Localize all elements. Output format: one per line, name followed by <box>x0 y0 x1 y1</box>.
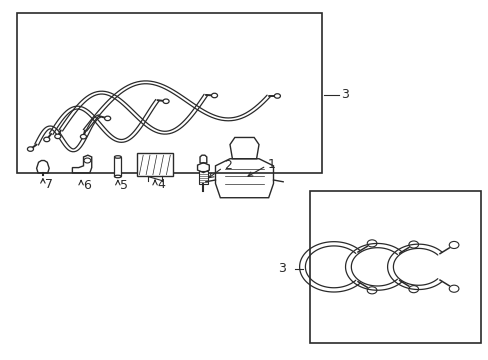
Circle shape <box>448 285 458 292</box>
Circle shape <box>84 158 91 163</box>
Bar <box>137 153 173 176</box>
Circle shape <box>274 94 280 98</box>
Text: 6: 6 <box>83 179 91 192</box>
Text: 4: 4 <box>157 178 165 191</box>
Circle shape <box>80 134 86 139</box>
Circle shape <box>211 93 217 98</box>
Ellipse shape <box>114 175 121 178</box>
Bar <box>309 191 480 343</box>
Bar <box>114 157 121 176</box>
Circle shape <box>43 137 50 142</box>
Circle shape <box>27 147 34 151</box>
Circle shape <box>104 116 110 121</box>
Text: 1: 1 <box>267 158 275 171</box>
Text: 7: 7 <box>45 178 53 191</box>
Circle shape <box>366 240 376 247</box>
Bar <box>199 171 207 184</box>
Bar <box>17 13 321 173</box>
Text: 3: 3 <box>341 89 348 102</box>
Circle shape <box>55 134 61 139</box>
Ellipse shape <box>114 156 121 158</box>
Text: 2: 2 <box>224 159 232 172</box>
Circle shape <box>408 241 418 248</box>
Text: 3: 3 <box>277 262 285 275</box>
Circle shape <box>448 242 458 248</box>
Circle shape <box>366 287 376 294</box>
Circle shape <box>163 99 169 103</box>
Text: 5: 5 <box>120 179 128 192</box>
Circle shape <box>408 285 418 293</box>
